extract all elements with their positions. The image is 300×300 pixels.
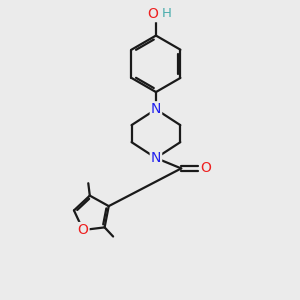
Text: H: H	[162, 7, 172, 20]
Text: O: O	[78, 223, 88, 237]
Text: O: O	[147, 7, 158, 21]
Text: O: O	[200, 161, 211, 176]
Text: N: N	[151, 102, 161, 116]
Text: N: N	[151, 151, 161, 165]
